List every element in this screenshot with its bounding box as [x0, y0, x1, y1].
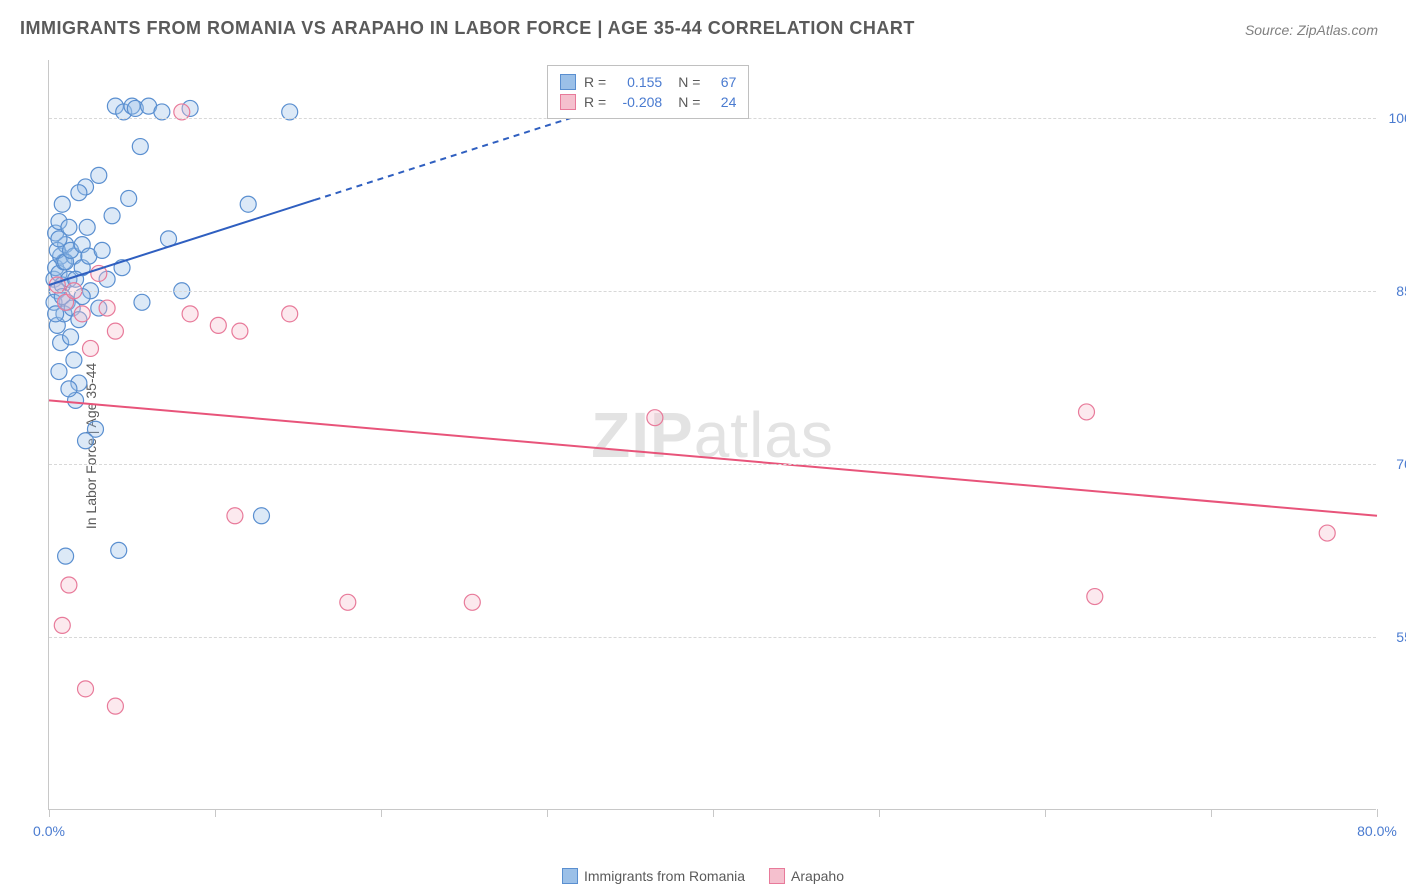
n-value: 24	[708, 94, 736, 110]
data-point	[78, 681, 94, 697]
source-label: Source: ZipAtlas.com	[1245, 22, 1378, 38]
x-tick	[1377, 809, 1378, 817]
data-point	[647, 410, 663, 426]
chart-title: IMMIGRANTS FROM ROMANIA VS ARAPAHO IN LA…	[20, 18, 915, 39]
swatch-icon	[769, 868, 785, 884]
data-point	[253, 508, 269, 524]
regression-line	[49, 400, 1377, 515]
x-tick	[215, 809, 216, 817]
y-tick-label: 70.0%	[1381, 456, 1406, 472]
stats-row: R =-0.208 N =24	[560, 92, 736, 112]
x-tick-label: 0.0%	[33, 823, 65, 839]
x-tick	[1045, 809, 1046, 817]
data-point	[63, 329, 79, 345]
y-tick-label: 100.0%	[1381, 110, 1406, 126]
data-point	[71, 185, 87, 201]
data-point	[210, 317, 226, 333]
x-tick	[1211, 809, 1212, 817]
swatch-icon	[560, 94, 576, 110]
legend-item: Immigrants from Romania	[562, 868, 745, 884]
data-point	[58, 548, 74, 564]
x-tick	[49, 809, 50, 817]
data-point	[121, 190, 137, 206]
data-point	[54, 617, 70, 633]
data-point	[91, 167, 107, 183]
n-value: 67	[708, 74, 736, 90]
data-point	[107, 323, 123, 339]
data-point	[61, 381, 77, 397]
data-point	[464, 594, 480, 610]
data-point	[1319, 525, 1335, 541]
data-point	[78, 433, 94, 449]
x-tick	[547, 809, 548, 817]
legend-bottom: Immigrants from Romania Arapaho	[562, 868, 844, 884]
data-point	[94, 242, 110, 258]
r-value: 0.155	[614, 74, 662, 90]
data-point	[99, 300, 115, 316]
data-point	[232, 323, 248, 339]
data-point	[227, 508, 243, 524]
data-point	[111, 542, 127, 558]
x-tick	[381, 809, 382, 817]
data-point	[51, 364, 67, 380]
data-point	[61, 577, 77, 593]
gridline	[49, 637, 1376, 638]
data-point	[104, 208, 120, 224]
stats-box: R =0.155 N =67R =-0.208 N =24	[547, 65, 749, 119]
swatch-icon	[562, 868, 578, 884]
x-tick-label: 80.0%	[1357, 823, 1397, 839]
data-point	[66, 352, 82, 368]
r-value: -0.208	[614, 94, 662, 110]
legend-label: Immigrants from Romania	[584, 868, 745, 884]
data-point	[54, 196, 70, 212]
data-point	[282, 306, 298, 322]
data-point	[240, 196, 256, 212]
data-point	[83, 340, 99, 356]
data-point	[107, 698, 123, 714]
chart-container: IMMIGRANTS FROM ROMANIA VS ARAPAHO IN LA…	[0, 0, 1406, 892]
y-tick-label: 85.0%	[1381, 283, 1406, 299]
data-point	[79, 219, 95, 235]
data-point	[74, 306, 90, 322]
data-point	[1087, 589, 1103, 605]
plot-area: ZIPatlas 55.0%70.0%85.0%100.0%0.0%80.0%R…	[48, 60, 1376, 810]
gridline	[49, 291, 1376, 292]
chart-svg	[49, 60, 1376, 809]
data-point	[340, 594, 356, 610]
y-tick-label: 55.0%	[1381, 629, 1406, 645]
gridline	[49, 464, 1376, 465]
data-point	[182, 306, 198, 322]
stats-row: R =0.155 N =67	[560, 72, 736, 92]
x-tick	[713, 809, 714, 817]
legend-label: Arapaho	[791, 868, 844, 884]
data-point	[134, 294, 150, 310]
data-point	[132, 139, 148, 155]
x-tick	[879, 809, 880, 817]
swatch-icon	[560, 74, 576, 90]
legend-item: Arapaho	[769, 868, 844, 884]
data-point	[1079, 404, 1095, 420]
